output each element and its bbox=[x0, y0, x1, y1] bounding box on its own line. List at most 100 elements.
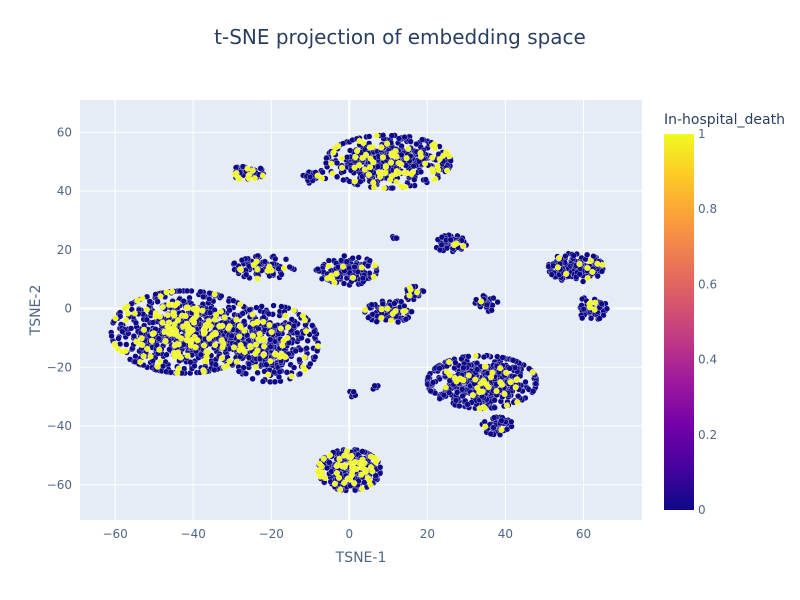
scatter-point bbox=[603, 305, 610, 312]
scatter-point bbox=[138, 335, 145, 342]
scatter-point bbox=[472, 376, 479, 383]
scatter-point bbox=[353, 465, 360, 473]
scatter-point bbox=[249, 332, 256, 339]
scatter-point bbox=[349, 274, 356, 281]
scatter-point bbox=[137, 358, 144, 366]
scatter-point bbox=[207, 323, 214, 330]
scatter-point bbox=[393, 178, 400, 185]
scatter-point bbox=[149, 319, 156, 326]
scatter-point bbox=[265, 310, 272, 317]
scatter-point bbox=[335, 461, 342, 468]
scatter-point bbox=[211, 316, 218, 323]
scatter-point bbox=[436, 156, 443, 163]
scatter-point bbox=[170, 325, 177, 332]
scatter-point bbox=[371, 262, 379, 269]
scatter-point bbox=[298, 334, 305, 341]
scatter-point bbox=[419, 136, 426, 143]
scatter-point bbox=[201, 325, 208, 333]
scatter-point bbox=[584, 264, 591, 272]
scatter-point bbox=[381, 185, 388, 192]
scatter-point bbox=[358, 264, 365, 271]
scatter-point bbox=[497, 379, 504, 386]
scatter-point bbox=[371, 382, 378, 389]
scatter-point bbox=[589, 268, 596, 275]
scatter-point bbox=[240, 364, 247, 371]
scatter-point bbox=[326, 459, 333, 466]
scatter-point bbox=[351, 263, 358, 271]
scatter-point bbox=[163, 289, 170, 296]
scatter-point bbox=[296, 356, 303, 363]
scatter-point bbox=[427, 388, 434, 395]
scatter-point bbox=[382, 169, 389, 176]
scatter-point bbox=[157, 293, 164, 300]
scatter-point bbox=[261, 258, 268, 265]
scatter-point bbox=[501, 390, 508, 397]
scatter-point bbox=[280, 337, 287, 344]
scatter-point bbox=[184, 327, 192, 334]
scatter-point bbox=[436, 395, 443, 402]
scatter-point bbox=[548, 271, 555, 278]
scatter-point bbox=[530, 388, 537, 395]
scatter-point bbox=[253, 258, 260, 265]
scatter-point bbox=[197, 288, 204, 295]
scatter-point bbox=[396, 169, 403, 176]
scatter-point bbox=[314, 343, 322, 350]
scatter-point bbox=[598, 268, 605, 275]
scatter-point bbox=[233, 358, 240, 365]
scatter-point bbox=[389, 310, 396, 317]
scatter-point bbox=[443, 245, 451, 252]
scatter-point bbox=[477, 380, 484, 387]
scatter-point bbox=[122, 347, 129, 354]
scatter-point bbox=[395, 135, 403, 142]
scatter-point bbox=[591, 306, 598, 313]
scatter-point bbox=[344, 154, 351, 161]
scatter-point bbox=[245, 173, 252, 181]
scatter-point bbox=[594, 260, 601, 267]
scatter-point bbox=[146, 298, 153, 305]
scatter-point bbox=[334, 159, 341, 167]
scatter-point bbox=[115, 335, 122, 342]
scatter-point bbox=[150, 330, 157, 337]
scatter-point bbox=[599, 261, 606, 268]
scatter-point bbox=[503, 402, 510, 409]
scatter-point bbox=[200, 368, 207, 375]
scatter-point bbox=[282, 256, 290, 263]
scatter-point bbox=[576, 271, 583, 278]
scatter-point bbox=[238, 257, 245, 264]
scatter-point bbox=[580, 278, 587, 285]
x-tick-label: −40 bbox=[181, 527, 206, 541]
scatter-point bbox=[163, 351, 170, 358]
scatter-point bbox=[341, 252, 348, 259]
scatter-point bbox=[320, 455, 327, 462]
scatter-point bbox=[414, 289, 421, 296]
scatter-point bbox=[491, 397, 498, 404]
scatter-point bbox=[444, 149, 451, 156]
colorbar-tick-label: 0.4 bbox=[698, 353, 717, 367]
scatter-point bbox=[119, 328, 126, 335]
scatter-point bbox=[217, 308, 224, 315]
scatter-point bbox=[278, 271, 285, 278]
scatter-point bbox=[184, 352, 191, 359]
scatter-point bbox=[465, 372, 472, 379]
y-axis-ticks: −60 −40 −20 0 20 40 60 bbox=[47, 125, 72, 491]
scatter-point bbox=[588, 315, 595, 322]
scatter-point bbox=[494, 353, 501, 360]
scatter-point bbox=[485, 384, 492, 391]
scatter-point bbox=[388, 150, 395, 157]
scatter-point bbox=[369, 468, 376, 475]
scatter-point bbox=[174, 332, 181, 340]
scatter-point bbox=[187, 359, 194, 366]
scatter-point bbox=[216, 323, 223, 330]
scatter-point bbox=[130, 333, 137, 340]
scatter-point bbox=[275, 373, 283, 381]
scatter-point bbox=[231, 260, 238, 267]
scatter-point bbox=[249, 375, 256, 382]
scatter-point bbox=[147, 353, 154, 360]
scatter-point bbox=[112, 315, 119, 322]
scatter-point bbox=[139, 341, 146, 349]
scatter-point bbox=[132, 353, 139, 360]
scatter-point bbox=[250, 320, 257, 327]
scatter-point bbox=[155, 335, 162, 342]
scatter-point bbox=[403, 155, 410, 162]
scatter-point bbox=[408, 171, 415, 178]
